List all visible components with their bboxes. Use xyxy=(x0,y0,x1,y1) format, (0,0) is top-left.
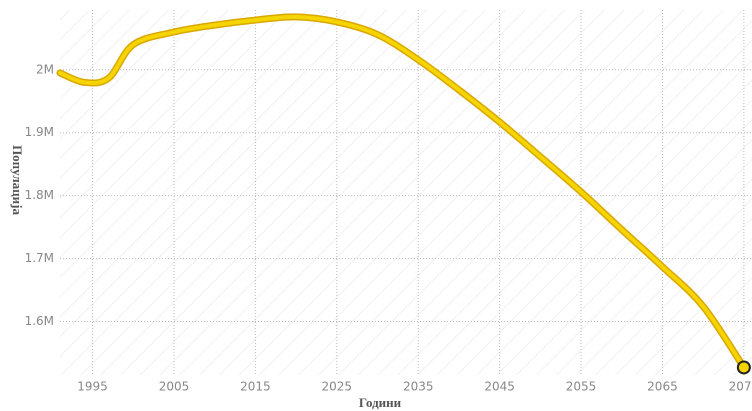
x-axis-title: Години xyxy=(359,395,402,410)
line xyxy=(58,14,746,370)
y-tick-label: 1.6M xyxy=(25,314,54,328)
x-tick-label: 1995 xyxy=(77,380,108,394)
x-tick-label: 2015 xyxy=(240,380,271,394)
y-tick-label: 2M xyxy=(36,62,54,76)
x-tick-label: 2005 xyxy=(159,380,190,394)
y-axis-title: Популација xyxy=(10,145,25,215)
x-tick-label: 2025 xyxy=(322,380,353,394)
plot-background xyxy=(60,10,752,375)
end-marker xyxy=(736,360,751,375)
x-tick-label: 2035 xyxy=(403,380,434,394)
x-tick-label: 2045 xyxy=(484,380,515,394)
x-tick-label: 2065 xyxy=(647,380,678,394)
y-tick-label: 1.9M xyxy=(25,125,54,139)
y-tick-label: 1.8M xyxy=(25,188,54,202)
x-tick-label: 2055 xyxy=(566,380,597,394)
x-tick-label: 2075 xyxy=(729,380,752,394)
y-tick-label: 1.7M xyxy=(25,251,54,265)
